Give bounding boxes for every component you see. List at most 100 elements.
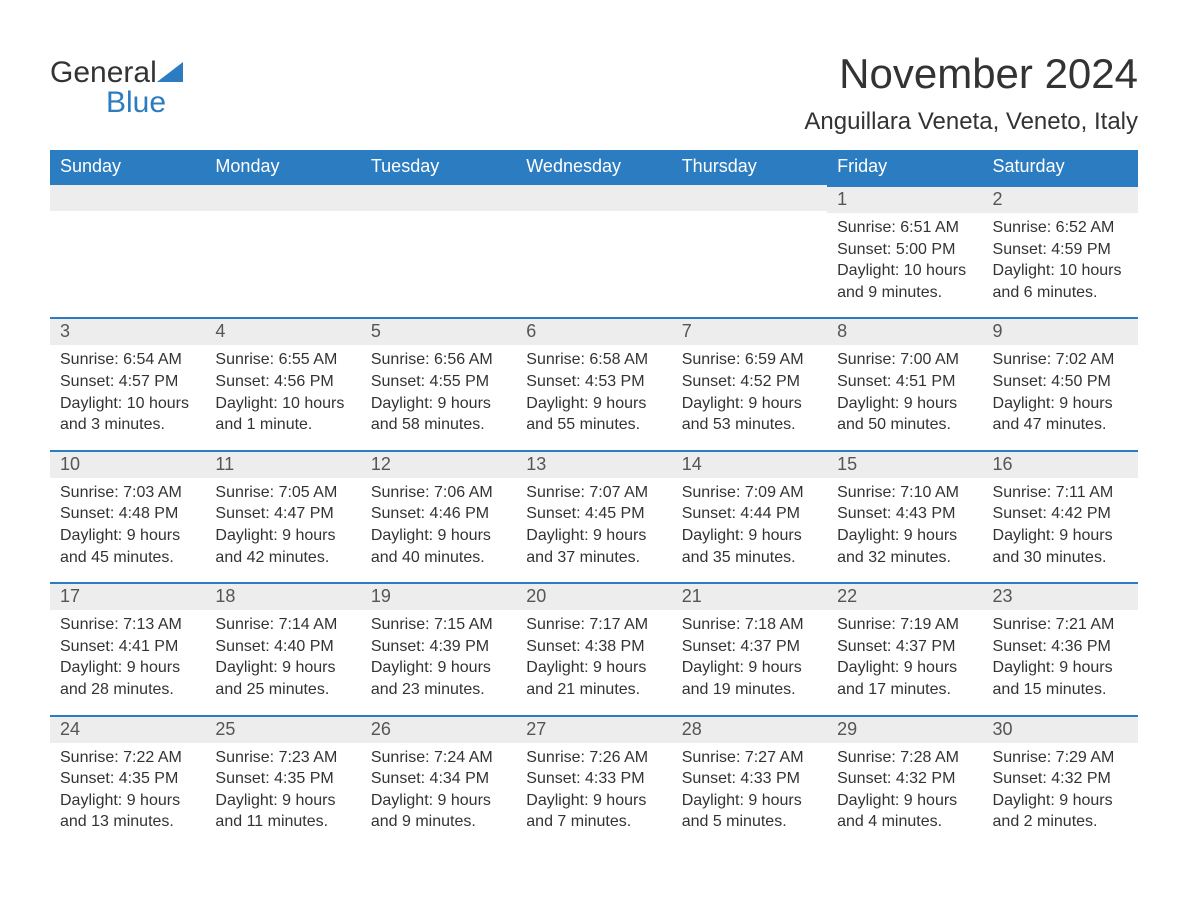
daylight-text: Daylight: 9 hours and 9 minutes. [371, 790, 506, 833]
day-number: 1 [827, 185, 982, 213]
day-details: Sunrise: 7:14 AMSunset: 4:40 PMDaylight:… [205, 610, 360, 714]
daylight-text: Daylight: 9 hours and 28 minutes. [60, 657, 195, 700]
sunset-text: Sunset: 4:32 PM [837, 768, 972, 790]
calendar-day: 23Sunrise: 7:21 AMSunset: 4:36 PMDayligh… [983, 582, 1138, 714]
calendar-day [50, 185, 205, 317]
daylight-text: Daylight: 9 hours and 17 minutes. [837, 657, 972, 700]
calendar-day [205, 185, 360, 317]
day-empty [516, 185, 671, 211]
daylight-text: Daylight: 9 hours and 13 minutes. [60, 790, 195, 833]
sunrise-text: Sunrise: 7:19 AM [837, 614, 972, 636]
day-details: Sunrise: 7:03 AMSunset: 4:48 PMDaylight:… [50, 478, 205, 582]
sunset-text: Sunset: 4:33 PM [526, 768, 661, 790]
daylight-text: Daylight: 9 hours and 21 minutes. [526, 657, 661, 700]
daylight-text: Daylight: 9 hours and 35 minutes. [682, 525, 817, 568]
day-details: Sunrise: 7:26 AMSunset: 4:33 PMDaylight:… [516, 743, 671, 847]
calendar-day [672, 185, 827, 317]
calendar-day: 29Sunrise: 7:28 AMSunset: 4:32 PMDayligh… [827, 715, 982, 847]
day-details: Sunrise: 7:13 AMSunset: 4:41 PMDaylight:… [50, 610, 205, 714]
sunset-text: Sunset: 4:33 PM [682, 768, 817, 790]
sunset-text: Sunset: 4:50 PM [993, 371, 1128, 393]
day-details: Sunrise: 7:21 AMSunset: 4:36 PMDaylight:… [983, 610, 1138, 714]
sunset-text: Sunset: 4:35 PM [215, 768, 350, 790]
daylight-text: Daylight: 10 hours and 6 minutes. [993, 260, 1128, 303]
sunrise-text: Sunrise: 7:24 AM [371, 747, 506, 769]
sunrise-text: Sunrise: 7:03 AM [60, 482, 195, 504]
sunrise-text: Sunrise: 7:07 AM [526, 482, 661, 504]
sunset-text: Sunset: 4:41 PM [60, 636, 195, 658]
weekday-thursday: Thursday [672, 150, 827, 185]
calendar-day: 28Sunrise: 7:27 AMSunset: 4:33 PMDayligh… [672, 715, 827, 847]
calendar-day: 10Sunrise: 7:03 AMSunset: 4:48 PMDayligh… [50, 450, 205, 582]
calendar-day: 18Sunrise: 7:14 AMSunset: 4:40 PMDayligh… [205, 582, 360, 714]
month-title: November 2024 [804, 50, 1138, 98]
daylight-text: Daylight: 9 hours and 7 minutes. [526, 790, 661, 833]
calendar: Sunday Monday Tuesday Wednesday Thursday… [50, 150, 1138, 847]
daylight-text: Daylight: 9 hours and 47 minutes. [993, 393, 1128, 436]
day-number: 5 [361, 317, 516, 345]
calendar-day: 6Sunrise: 6:58 AMSunset: 4:53 PMDaylight… [516, 317, 671, 449]
calendar-weeks: 1Sunrise: 6:51 AMSunset: 5:00 PMDaylight… [50, 185, 1138, 847]
day-details: Sunrise: 7:05 AMSunset: 4:47 PMDaylight:… [205, 478, 360, 582]
sunset-text: Sunset: 4:51 PM [837, 371, 972, 393]
day-empty [361, 185, 516, 211]
weekday-tuesday: Tuesday [361, 150, 516, 185]
sunrise-text: Sunrise: 7:26 AM [526, 747, 661, 769]
calendar-day: 8Sunrise: 7:00 AMSunset: 4:51 PMDaylight… [827, 317, 982, 449]
calendar-day: 3Sunrise: 6:54 AMSunset: 4:57 PMDaylight… [50, 317, 205, 449]
day-number: 6 [516, 317, 671, 345]
sunrise-text: Sunrise: 7:17 AM [526, 614, 661, 636]
daylight-text: Daylight: 9 hours and 5 minutes. [682, 790, 817, 833]
weekday-wednesday: Wednesday [516, 150, 671, 185]
sunrise-text: Sunrise: 7:14 AM [215, 614, 350, 636]
day-number: 27 [516, 715, 671, 743]
sunrise-text: Sunrise: 6:56 AM [371, 349, 506, 371]
day-number: 24 [50, 715, 205, 743]
sunset-text: Sunset: 4:57 PM [60, 371, 195, 393]
day-details: Sunrise: 7:07 AMSunset: 4:45 PMDaylight:… [516, 478, 671, 582]
sunrise-text: Sunrise: 7:02 AM [993, 349, 1128, 371]
sunset-text: Sunset: 4:42 PM [993, 503, 1128, 525]
day-number: 30 [983, 715, 1138, 743]
calendar-week: 10Sunrise: 7:03 AMSunset: 4:48 PMDayligh… [50, 450, 1138, 582]
day-number: 16 [983, 450, 1138, 478]
calendar-day: 16Sunrise: 7:11 AMSunset: 4:42 PMDayligh… [983, 450, 1138, 582]
daylight-text: Daylight: 9 hours and 58 minutes. [371, 393, 506, 436]
day-number: 20 [516, 582, 671, 610]
day-details: Sunrise: 7:19 AMSunset: 4:37 PMDaylight:… [827, 610, 982, 714]
daylight-text: Daylight: 9 hours and 4 minutes. [837, 790, 972, 833]
sunrise-text: Sunrise: 7:29 AM [993, 747, 1128, 769]
sunset-text: Sunset: 4:38 PM [526, 636, 661, 658]
day-details: Sunrise: 7:11 AMSunset: 4:42 PMDaylight:… [983, 478, 1138, 582]
day-details: Sunrise: 7:00 AMSunset: 4:51 PMDaylight:… [827, 345, 982, 449]
weekday-monday: Monday [205, 150, 360, 185]
day-number: 18 [205, 582, 360, 610]
daylight-text: Daylight: 9 hours and 50 minutes. [837, 393, 972, 436]
calendar-week: 3Sunrise: 6:54 AMSunset: 4:57 PMDaylight… [50, 317, 1138, 449]
calendar-day [516, 185, 671, 317]
logo-text-accent: Blue [50, 86, 166, 119]
sunset-text: Sunset: 4:47 PM [215, 503, 350, 525]
sunset-text: Sunset: 4:43 PM [837, 503, 972, 525]
sunrise-text: Sunrise: 6:54 AM [60, 349, 195, 371]
logo-text-main: General [50, 56, 157, 89]
calendar-day: 7Sunrise: 6:59 AMSunset: 4:52 PMDaylight… [672, 317, 827, 449]
sunrise-text: Sunrise: 7:28 AM [837, 747, 972, 769]
sunset-text: Sunset: 4:44 PM [682, 503, 817, 525]
day-details: Sunrise: 7:23 AMSunset: 4:35 PMDaylight:… [205, 743, 360, 847]
calendar-day: 19Sunrise: 7:15 AMSunset: 4:39 PMDayligh… [361, 582, 516, 714]
calendar-day: 2Sunrise: 6:52 AMSunset: 4:59 PMDaylight… [983, 185, 1138, 317]
day-number: 9 [983, 317, 1138, 345]
sunrise-text: Sunrise: 6:58 AM [526, 349, 661, 371]
sunrise-text: Sunrise: 7:06 AM [371, 482, 506, 504]
calendar-day: 13Sunrise: 7:07 AMSunset: 4:45 PMDayligh… [516, 450, 671, 582]
sunset-text: Sunset: 4:37 PM [837, 636, 972, 658]
calendar-day: 15Sunrise: 7:10 AMSunset: 4:43 PMDayligh… [827, 450, 982, 582]
day-details: Sunrise: 7:18 AMSunset: 4:37 PMDaylight:… [672, 610, 827, 714]
day-number: 4 [205, 317, 360, 345]
day-details: Sunrise: 7:24 AMSunset: 4:34 PMDaylight:… [361, 743, 516, 847]
day-empty [205, 185, 360, 211]
day-details: Sunrise: 7:15 AMSunset: 4:39 PMDaylight:… [361, 610, 516, 714]
sunset-text: Sunset: 4:56 PM [215, 371, 350, 393]
day-details: Sunrise: 7:28 AMSunset: 4:32 PMDaylight:… [827, 743, 982, 847]
